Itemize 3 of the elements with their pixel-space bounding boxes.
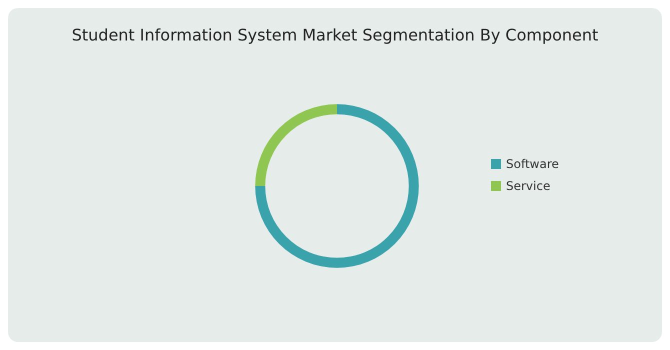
legend-label: Service (506, 179, 550, 193)
chart-title: Student Information System Market Segmentation By Component (72, 26, 598, 44)
legend-label: Software (506, 157, 559, 171)
